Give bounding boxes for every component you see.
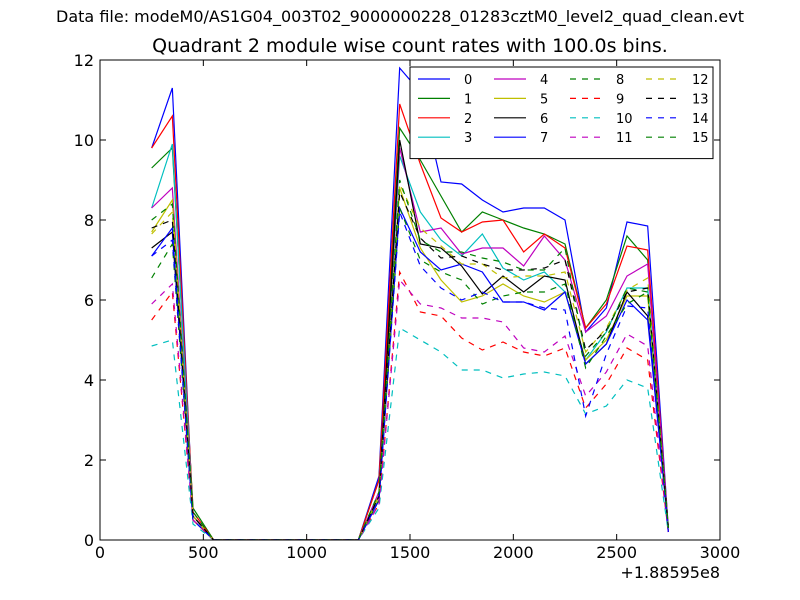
- series-line-12: [151, 183, 669, 540]
- legend-item-6: 6: [494, 112, 548, 127]
- x-tick-label: 2500: [596, 543, 637, 562]
- series-line-9: [151, 269, 669, 540]
- legend-item-5: 5: [494, 92, 548, 107]
- legend-item-0: 0: [418, 73, 472, 88]
- x-tick-label: 500: [188, 543, 219, 562]
- x-tick-label: 3000: [700, 543, 741, 562]
- series-line-4: [151, 147, 669, 540]
- legend-label: 15: [692, 131, 709, 146]
- legend-item-1: 1: [418, 92, 472, 107]
- y-tick-label: 6: [84, 291, 94, 310]
- legend-item-12: 12: [646, 73, 709, 88]
- legend-item-4: 4: [494, 73, 548, 88]
- series-line-14: [151, 211, 669, 540]
- legend-item-2: 2: [418, 112, 472, 127]
- legend-label: 2: [464, 112, 472, 127]
- series-line-11: [151, 278, 669, 540]
- legend-label: 3: [464, 131, 472, 146]
- series-line-2: [151, 103, 669, 540]
- series-line-6: [151, 139, 669, 540]
- legend-label: 1: [464, 92, 472, 107]
- legend-label: 4: [540, 73, 548, 88]
- series-line-5: [151, 187, 669, 540]
- x-tick-label: 0: [95, 543, 105, 562]
- legend-label: 14: [692, 112, 709, 127]
- y-tick-label: 12: [74, 51, 94, 70]
- x-tick-label: 1500: [390, 543, 431, 562]
- legend-label: 12: [692, 73, 709, 88]
- legend-item-8: 8: [570, 73, 624, 88]
- legend-item-9: 9: [570, 92, 624, 107]
- legend-box: [409, 66, 714, 160]
- y-tick-label: 2: [84, 451, 94, 470]
- legend-item-14: 14: [646, 112, 709, 127]
- legend-item-11: 11: [570, 131, 633, 146]
- y-tick-label: 8: [84, 211, 94, 230]
- series-line-13: [151, 191, 669, 540]
- y-tick-label: 10: [74, 131, 94, 150]
- series-line-8: [151, 207, 669, 540]
- y-tick-label: 4: [84, 371, 94, 390]
- x-tick-label: 2000: [493, 543, 534, 562]
- legend-item-7: 7: [494, 131, 548, 146]
- legend-item-10: 10: [570, 112, 633, 127]
- legend-label: 7: [540, 131, 548, 146]
- legend-item-3: 3: [418, 131, 472, 146]
- legend-label: 5: [540, 92, 548, 107]
- series-line-3: [151, 143, 669, 540]
- legend-label: 0: [464, 73, 472, 88]
- legend-item-15: 15: [646, 131, 709, 146]
- legend-item-13: 13: [646, 92, 709, 107]
- legend-label: 9: [616, 92, 624, 107]
- y-tick-label: 0: [84, 531, 94, 550]
- x-tick-label: 1000: [286, 543, 327, 562]
- legend-label: 10: [616, 112, 633, 127]
- chart-title: Quadrant 2 module wise count rates with …: [152, 35, 668, 57]
- series-line-7: [151, 205, 669, 540]
- legend-label: 13: [692, 92, 709, 107]
- legend-label: 6: [540, 112, 548, 127]
- legend-label: 8: [616, 73, 624, 88]
- x-offset-label: +1.88595e8: [620, 563, 720, 582]
- legend-label: 11: [616, 131, 633, 146]
- figure-suptitle: Data file: modeM0/AS1G04_003T02_90000002…: [56, 7, 744, 26]
